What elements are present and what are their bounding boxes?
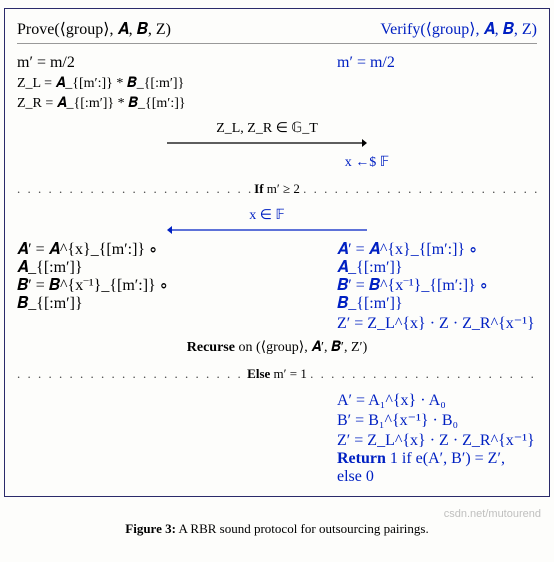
caption-text: A RBR sound protocol for outsourcing pai…	[178, 521, 428, 536]
verifier-else-z: Z′ = Z_L^{x} · Z · Z_R^{x⁻¹}	[217, 430, 537, 450]
ifbranch-z: Z′ = Z_L^{x} · Z · Z_R^{x⁻¹}	[17, 313, 537, 333]
if-separator: . . . . . . . . . . . . . . . . . . . . …	[17, 181, 537, 197]
protocol-box: Prove(⟨group⟩, 𝑨, 𝑩, Z) Verify(⟨group⟩, …	[4, 8, 550, 497]
recurse-line: Recurse on (⟨group⟩, 𝑨′, 𝑩′, Z′)Recurse …	[17, 339, 537, 356]
verifier-else-b: B′ = B₁^{x⁻¹} · B₀	[217, 410, 537, 430]
verifier-mprime: m′ = m/2	[217, 54, 537, 72]
else-separator: . . . . . . . . . . . . . . . . . . . . …	[17, 366, 537, 382]
arrow-msg2-label: x ∈ 𝔽	[167, 207, 367, 224]
verifier-if-b: 𝑩′ = 𝑩^{x⁻¹}_{[m′:]} ∘ 𝑩_{[:m′]}	[217, 277, 537, 313]
if-label: If If m′ ≥ 2m′ ≥ 2	[251, 181, 303, 197]
verifier-else-a: A′ = A₁^{x} · A₀	[217, 392, 537, 410]
ifbranch-b: 𝑩′ = 𝑩^{x⁻¹}_{[m′:]} ∘ 𝑩_{[:m′]} 𝑩′ = 𝑩^…	[17, 277, 537, 313]
elsebranch-return: Return 1 if e(A′, B′) = Z′, else 0Return…	[17, 450, 537, 486]
arrow-msg2-row: x ∈ 𝔽	[17, 207, 537, 233]
prover-if-a: 𝑨′ = 𝑨^{x}_{[m′:]} ∘ 𝑨_{[:m′]}	[17, 241, 217, 277]
else-label: Else Else m′ = 1m′ = 1	[244, 366, 310, 382]
row-mprime: m′ = m/2 m′ = m/2	[17, 54, 537, 72]
caption-label: Figure 3:	[125, 521, 176, 536]
arrow-left-icon	[167, 225, 367, 235]
dots-right-1: . . . . . . . . . . . . . . . . . . . . …	[303, 181, 537, 197]
arrow-right-icon	[167, 138, 367, 148]
elsebranch-z: Z′ = Z_L^{x} · Z · Z_R^{x⁻¹}	[17, 430, 537, 450]
prover-zr: Z_R = 𝑨_{[:m′]} * 𝑩_{[m′:]}	[17, 96, 537, 112]
arrow-msg1-row: Z_L, Z_R ∈ 𝔾_T	[17, 120, 537, 146]
verifier-sample-x: x ←$ 𝔽	[17, 154, 537, 171]
dots-left-2: . . . . . . . . . . . . . . . . . . . . …	[17, 366, 244, 382]
verify-header: Verify(⟨group⟩, 𝑨, 𝑩, Z)	[380, 19, 537, 39]
header-row: Prove(⟨group⟩, 𝑨, 𝑩, Z) Verify(⟨group⟩, …	[17, 19, 537, 44]
ifbranch-a: 𝑨′ = 𝑨^{x}_{[m′:]} ∘ 𝑨_{[:m′]} 𝑨′ = 𝑨^{x…	[17, 241, 537, 277]
dots-left-1: . . . . . . . . . . . . . . . . . . . . …	[17, 181, 251, 197]
prover-zl: Z_L = 𝑨_{[m′:]} * 𝑩_{[:m′]}	[17, 76, 537, 92]
prover-mprime: m′ = m/2	[17, 54, 217, 72]
arrow-msg1-label: Z_L, Z_R ∈ 𝔾_T	[167, 120, 367, 137]
figure-caption: Figure 3: A RBR sound protocol for outso…	[0, 521, 554, 537]
prover-if-b: 𝑩′ = 𝑩^{x⁻¹}_{[m′:]} ∘ 𝑩_{[:m′]}	[17, 277, 217, 313]
dots-right-2: . . . . . . . . . . . . . . . . . . . . …	[310, 366, 537, 382]
verifier-return: Return 1 if e(A′, B′) = Z′, else 0Return…	[217, 450, 537, 486]
verifier-if-a: 𝑨′ = 𝑨^{x}_{[m′:]} ∘ 𝑨_{[:m′]}	[217, 241, 537, 277]
prove-header: Prove(⟨group⟩, 𝑨, 𝑩, Z)	[17, 19, 171, 39]
watermark: csdn.net/mutourend	[444, 508, 541, 520]
elsebranch-b: B′ = B₁^{x⁻¹} · B₀	[17, 410, 537, 430]
elsebranch-a: A′ = A₁^{x} · A₀	[17, 392, 537, 410]
verifier-if-z: Z′ = Z_L^{x} · Z · Z_R^{x⁻¹}	[217, 313, 537, 333]
